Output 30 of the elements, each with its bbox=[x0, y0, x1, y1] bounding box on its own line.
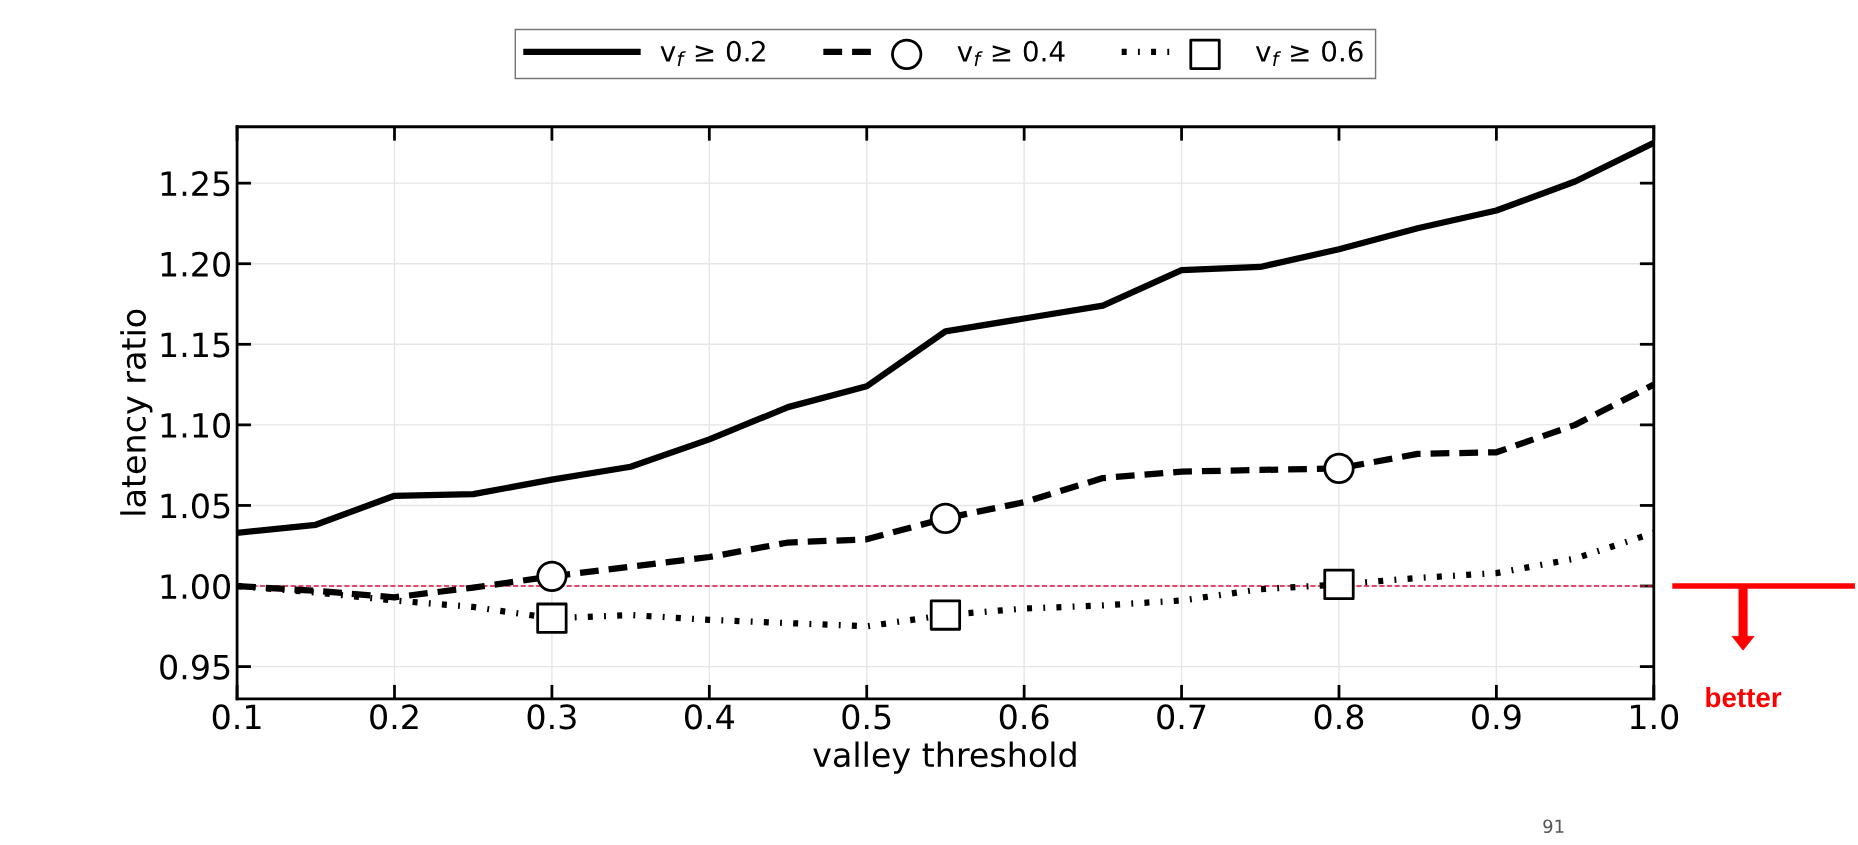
point bbox=[929, 599, 962, 631]
x-tick-label: 0.2 bbox=[370, 704, 418, 730]
point bbox=[929, 502, 962, 534]
x-tick-label: 0.3 bbox=[527, 704, 576, 730]
x-tick-label: 0.7 bbox=[1157, 704, 1206, 730]
legend-label: v$_{f}$ ≥ 0.4 bbox=[957, 40, 1065, 66]
text: better bbox=[1706, 686, 1782, 708]
y-tick-label: 1.20 bbox=[161, 251, 231, 277]
point bbox=[536, 560, 568, 592]
legend-label: v$_{f}$ ≥ 0.2 bbox=[660, 40, 765, 66]
point bbox=[1323, 568, 1355, 601]
legend-label: v$_{f}$ ≥ 0.6 bbox=[1255, 40, 1363, 66]
x-tick-label: 0.9 bbox=[1472, 704, 1521, 730]
y-tick-label: 1.00 bbox=[161, 573, 231, 600]
y-axis-title: latency ratio bbox=[120, 309, 153, 515]
x-tick-label: 0.6 bbox=[999, 704, 1049, 730]
y-tick-label: 1.10 bbox=[161, 412, 231, 439]
point bbox=[536, 602, 568, 634]
x-tick-label: 0.4 bbox=[685, 704, 734, 730]
x-axis-title: valley threshold bbox=[813, 741, 1076, 774]
x-tick-label: 0.8 bbox=[1314, 704, 1364, 730]
y-tick-label: 0.95 bbox=[160, 654, 230, 680]
x-tick-label: 0.5 bbox=[842, 704, 891, 730]
x-tick-label: 1.0 bbox=[1630, 704, 1679, 730]
y-tick-label: 1.05 bbox=[161, 493, 230, 519]
point bbox=[1323, 452, 1355, 484]
x-tick-label: 0.1 bbox=[212, 704, 261, 730]
y-tick-label: 1.15 bbox=[161, 332, 230, 358]
y-tick-label: 1.25 bbox=[161, 171, 230, 197]
text: 91 bbox=[1543, 819, 1564, 834]
